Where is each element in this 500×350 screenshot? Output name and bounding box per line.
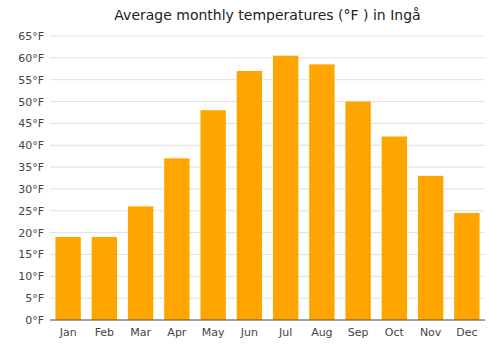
y-tick-label: 40°F — [18, 139, 44, 152]
y-axis: 0°F 5°F 10°F 15°F 20°F 25°F 30°F 35°F 40°F 45°F 50… — [18, 30, 485, 327]
x-tick-label: Sep — [348, 326, 369, 339]
x-axis: Jan Feb Mar Apr May Jun Jul Aug Sep Oct Nov Dec — [50, 320, 485, 339]
x-tick-label: May — [202, 326, 225, 339]
y-tick-label: 25°F — [18, 205, 44, 218]
bar — [55, 237, 80, 320]
grid-line — [50, 145, 485, 146]
x-axis-line — [50, 320, 485, 321]
y-tick-label: 10°F — [18, 270, 44, 283]
x-tick-label: Apr — [167, 326, 187, 339]
y-tick-label: 65°F — [18, 30, 44, 43]
bar — [345, 102, 370, 320]
bar — [200, 110, 225, 320]
title: Average monthly temperatures (°F ) in In… — [114, 7, 420, 23]
bar — [237, 71, 262, 320]
x-tick-label: Aug — [311, 326, 332, 339]
y-tick-label: 45°F — [18, 117, 44, 130]
grid-line — [50, 36, 485, 37]
x-tick-label: Jan — [59, 326, 77, 339]
y-tick-label: 15°F — [18, 248, 44, 261]
grid-line — [50, 123, 485, 124]
y-tick-label: 60°F — [18, 52, 44, 65]
bar — [164, 158, 189, 320]
bar — [454, 213, 479, 320]
y-tick-label: 55°F — [18, 74, 44, 87]
bar — [273, 56, 298, 320]
y-tick-label: 50°F — [18, 96, 44, 109]
grid-line — [50, 320, 485, 321]
grid-line — [50, 101, 485, 102]
bar — [309, 64, 334, 320]
y-tick-label: 5°F — [25, 292, 44, 305]
x-tick-label: Jun — [240, 326, 258, 339]
bar — [382, 136, 407, 320]
x-tick-label: Jul — [278, 326, 292, 339]
bar — [128, 206, 153, 320]
grid-line — [50, 79, 485, 80]
y-tick-label: 35°F — [18, 161, 44, 174]
chart: Average monthly temperatures (°F ) in In… — [0, 0, 500, 350]
x-tick-label: Oct — [385, 326, 405, 339]
y-tick-label: 30°F — [18, 183, 44, 196]
x-tick-label: Mar — [130, 326, 151, 339]
grid-line — [50, 167, 485, 168]
x-tick-label: Feb — [95, 326, 114, 339]
x-tick-label: Nov — [420, 326, 442, 339]
grid-line — [50, 57, 485, 58]
y-tick-label: 0°F — [25, 314, 44, 327]
bar — [418, 176, 443, 320]
bars — [55, 56, 479, 320]
bar — [92, 237, 117, 320]
x-tick-label: Dec — [456, 326, 477, 339]
y-tick-label: 20°F — [18, 227, 44, 240]
